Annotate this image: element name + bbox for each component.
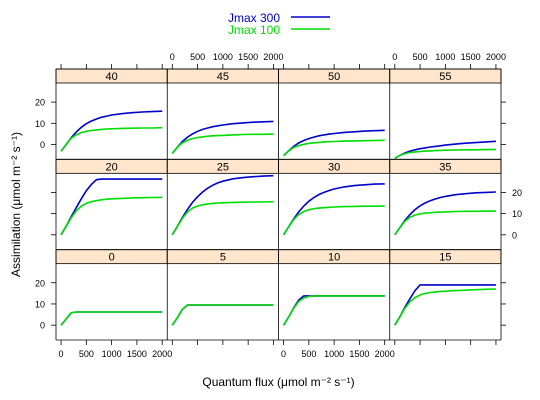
- x-axis-label: Quantum flux (μmol m⁻² s⁻¹): [202, 375, 354, 389]
- x-tick-label: 2000: [486, 52, 506, 62]
- x-tick-label: 1000: [324, 349, 344, 359]
- line-jmax-100-panel-45: [171, 133, 274, 154]
- strip-label-30: 30: [328, 161, 340, 173]
- x-tick-label: 500: [190, 52, 205, 62]
- line-jmax-300-panel-50: [283, 129, 385, 157]
- y-tick-label: 10: [512, 209, 522, 219]
- x-tick-label: 1000: [213, 52, 233, 62]
- line-jmax-300-panel-45: [171, 120, 274, 154]
- y-tick-label: 10: [35, 299, 45, 309]
- strip-label-40: 40: [106, 71, 118, 83]
- line-jmax-300-panel-0: [60, 311, 163, 326]
- y-axis-label: Assimilation (μmol m⁻² s⁻¹): [9, 132, 23, 277]
- strip-label-20: 20: [106, 161, 118, 173]
- line-jmax-300-panel-35: [394, 191, 496, 236]
- x-tick-label: 0: [59, 349, 64, 359]
- line-jmax-300-panel-40: [60, 110, 163, 152]
- x-tick-label: 2000: [152, 349, 172, 359]
- strip-label-50: 50: [328, 71, 340, 83]
- line-jmax-300-panel-55: [394, 140, 496, 159]
- x-tick-label: 0: [281, 349, 286, 359]
- x-tick-label: 1500: [238, 52, 258, 62]
- legend-label-jmax-100: Jmax 100: [228, 23, 280, 37]
- line-jmax-100-panel-35: [394, 210, 496, 236]
- x-tick-label: 1500: [127, 349, 147, 359]
- strip-label-25: 25: [217, 161, 229, 173]
- line-jmax-100-panel-20: [60, 196, 163, 236]
- strip-label-55: 55: [439, 71, 451, 83]
- line-jmax-100-panel-0: [60, 311, 163, 326]
- strip-label-10: 10: [328, 252, 340, 264]
- x-tick-label: 2000: [263, 52, 283, 62]
- strip-label-15: 15: [439, 252, 451, 264]
- line-jmax-100-panel-5: [171, 304, 274, 326]
- y-tick-label: 0: [40, 140, 45, 150]
- line-jmax-100-panel-50: [283, 139, 385, 157]
- line-jmax-300-panel-15: [394, 284, 496, 326]
- x-tick-label: 1500: [461, 52, 481, 62]
- strip-label-45: 45: [217, 71, 229, 83]
- line-jmax-300-panel-10: [282, 295, 385, 326]
- line-jmax-100-panel-15: [394, 288, 496, 326]
- line-jmax-100-panel-30: [282, 205, 385, 236]
- x-tick-label: 0: [170, 52, 175, 62]
- line-jmax-300-panel-5: [171, 304, 274, 326]
- strip-label-5: 5: [220, 252, 226, 264]
- y-tick-label: 0: [40, 321, 45, 331]
- y-tick-label: 10: [35, 119, 45, 129]
- line-jmax-300-panel-20: [60, 178, 163, 236]
- x-tick-label: 500: [301, 349, 316, 359]
- line-jmax-100-panel-25: [171, 200, 274, 236]
- x-tick-label: 500: [413, 52, 428, 62]
- line-jmax-300-panel-30: [282, 183, 385, 236]
- y-tick-label: 20: [35, 98, 45, 108]
- x-tick-label: 1000: [435, 52, 455, 62]
- line-jmax-100-panel-55: [394, 148, 496, 159]
- line-jmax-100-panel-40: [60, 126, 163, 152]
- legend-label-jmax-300: Jmax 300: [228, 11, 280, 25]
- x-tick-label: 1000: [102, 349, 122, 359]
- line-jmax-100-panel-10: [282, 295, 385, 326]
- y-tick-label: 0: [512, 230, 517, 240]
- x-tick-label: 1500: [349, 349, 369, 359]
- y-tick-label: 20: [35, 278, 45, 288]
- strip-label-0: 0: [109, 252, 115, 264]
- x-tick-label: 500: [79, 349, 94, 359]
- y-tick-label: 20: [512, 188, 522, 198]
- x-tick-label: 0: [392, 52, 397, 62]
- strip-label-35: 35: [439, 161, 451, 173]
- line-jmax-300-panel-25: [171, 174, 274, 236]
- x-tick-label: 2000: [375, 349, 395, 359]
